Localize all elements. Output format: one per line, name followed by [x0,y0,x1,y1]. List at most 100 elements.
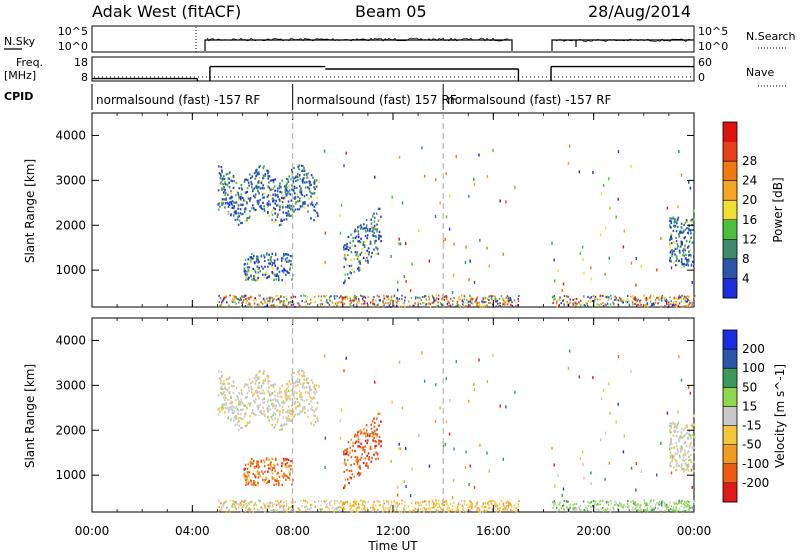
echo-cell [268,419,270,422]
echo-cell [222,202,224,205]
echo-cell [296,398,298,401]
echo-cell [691,220,694,223]
echo-cell [341,301,343,304]
echo-cell [350,456,353,459]
echo-cell [240,408,242,411]
echo-cell [437,509,439,512]
echo-cell [669,217,671,220]
echo-cell [393,294,396,297]
echo-cell [683,295,686,298]
echo-cell [374,445,376,448]
echo-cell [363,507,365,510]
echo-cell [592,500,595,503]
echo-cell [266,481,268,484]
echo-cell [554,501,556,504]
echo-cell [631,301,634,304]
echo-cell [249,415,251,418]
echo-cell [334,294,336,297]
echo-cell [680,436,683,439]
echo-cell [251,483,253,486]
echo-cell [397,299,399,302]
echo-cell [373,220,376,223]
echo-cell [614,295,616,298]
nsky-trace [204,39,694,51]
echo-cell [287,178,289,181]
echo-cell [377,508,379,511]
echo-cell [288,301,290,304]
echo-cell [587,505,590,508]
echo-cell [240,203,242,206]
echo-cell [462,303,464,306]
echo-cell [479,305,482,308]
echo-cell [286,182,288,185]
echo-cell [578,506,580,509]
echo-cell [602,184,605,187]
echo-cell [621,504,623,507]
echo-cell [677,450,679,453]
echo-cell [240,198,242,201]
echo-cell [250,256,253,259]
echo-cell [651,304,653,306]
echo-cell [286,306,288,308]
colorbar-swatch [723,425,737,446]
echo-cell [246,275,248,279]
echo-cell [263,480,266,483]
echo-cell [448,305,450,308]
echo-cell [622,245,625,249]
echo-cell [256,265,259,268]
echo-cell [218,407,221,410]
echo-cell [310,379,313,382]
echo-cell [266,203,269,206]
echo-cell [485,505,487,508]
echo-cell [608,461,610,465]
echo-cell [635,283,637,287]
echo-cell [429,511,432,513]
colorbar-tick-label: 8 [742,252,750,266]
echo-cell [302,386,304,389]
echo-cell [281,462,284,465]
echo-cell [685,295,687,298]
echo-cell [675,427,678,430]
echo-cell [287,395,289,398]
echo-cell [286,189,288,192]
echo-cell [258,267,260,270]
echo-cell [250,480,252,483]
echo-cell [421,501,424,503]
echo-cell [685,502,687,504]
echo-cell [689,305,691,307]
echo-cell [688,501,690,504]
echo-cell [258,294,260,297]
echo-cell [344,462,347,465]
echo-cell [223,175,225,178]
echo-cell [365,226,368,229]
echo-cell [304,411,306,414]
echo-cell [310,506,312,509]
echo-cell [354,433,357,436]
echo-cell [465,305,467,308]
echo-cell [233,503,235,506]
echo-cell [260,181,263,184]
echo-cell [235,212,238,215]
echo-cell [283,501,285,504]
echo-cell [337,506,339,509]
echo-cell [461,504,464,507]
echo-cell [308,180,311,183]
echo-cell [263,275,266,278]
echo-cell [597,298,600,301]
echo-cell [686,300,688,303]
echo-cell [431,499,434,502]
echo-cell [293,210,295,213]
echo-cell [675,259,677,262]
echo-cell [476,502,478,505]
echo-cell [369,435,371,438]
echo-cell [268,175,271,178]
echo-cell [256,373,258,376]
echo-cell [258,181,260,184]
echo-cell [300,190,303,193]
echo-cell [258,171,260,174]
echo-cell [313,209,315,212]
echo-cell [685,297,687,299]
echo-cell [303,166,305,169]
echo-cell [307,172,310,175]
echo-cell [628,510,631,513]
